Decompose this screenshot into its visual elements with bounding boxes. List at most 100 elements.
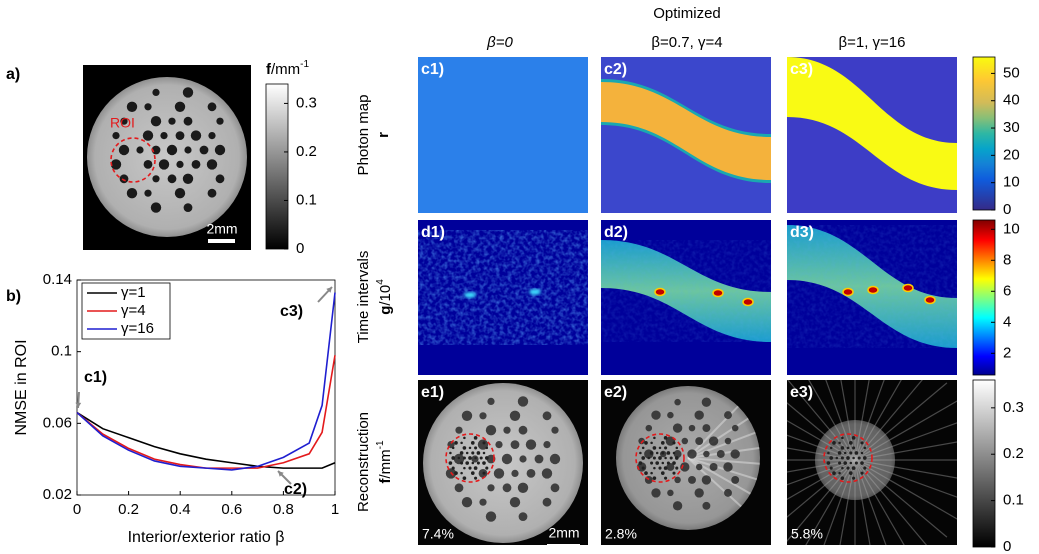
y-axis-label: NMSE in ROI: [13, 339, 30, 435]
phantom-hole: [482, 461, 486, 465]
phantom-hole: [207, 102, 217, 112]
phantom-hole: [639, 451, 642, 455]
phantom-hole: [451, 466, 455, 470]
series-line: [76, 292, 336, 471]
phantom-hole: [688, 424, 696, 432]
phantom-hole: [199, 145, 209, 155]
phantom-hole: [454, 483, 464, 493]
phantom-hole: [509, 410, 521, 421]
legend-label: γ=4: [121, 302, 146, 319]
phantom-hole: [468, 466, 472, 470]
panel-label: e1): [421, 384, 444, 401]
phantom-hole: [708, 436, 719, 446]
legend-label: γ=16: [121, 320, 154, 337]
phantom-hole: [454, 471, 458, 475]
phantom-hole: [672, 471, 676, 475]
phantom-hole: [840, 476, 845, 480]
colorbar-tick-label: 0.3: [1003, 399, 1024, 416]
phantom-hole: [509, 497, 521, 508]
photon-band: [601, 82, 771, 180]
phantom-hole: [454, 441, 458, 445]
x-tick-label: 0.8: [273, 501, 294, 518]
phantom-hole: [669, 456, 673, 460]
phantom-hole: [694, 410, 704, 420]
phantom-hole: [655, 461, 660, 465]
phantom-hole: [849, 461, 853, 465]
phantom-hole: [702, 501, 711, 510]
phantom-hole: [174, 101, 186, 113]
phantom-hole: [660, 441, 665, 445]
phantom-hole: [487, 397, 495, 405]
panel-label: e2): [604, 384, 627, 401]
phantom-hole: [208, 132, 216, 140]
interval-spot: [742, 297, 754, 307]
phantom-hole: [651, 410, 661, 420]
phantom-hole: [487, 484, 495, 492]
phantom-hole: [150, 116, 162, 127]
phantom-hole: [854, 451, 859, 455]
row-quantity: f/mm-1: [375, 440, 394, 484]
phantom-hole: [843, 451, 847, 455]
phantom-hole: [838, 441, 841, 445]
x-tick-label: 0.4: [170, 501, 191, 518]
phantom-hole: [468, 446, 472, 450]
phantom-hole: [503, 426, 511, 434]
annotation: c1): [84, 369, 107, 386]
phantom-hole: [862, 456, 867, 460]
phantom-hole: [829, 456, 834, 460]
colorbar-tick-label: 30: [1003, 119, 1020, 136]
colorbar-tick-label: 0.2: [296, 143, 317, 160]
colorbars: 0 0.1 0.2 0.3 0 10 20 30 40 50 2 4 6 8 10 0 0.1 0.2 0.3: [265, 56, 1024, 554]
phantom-hole: [846, 446, 850, 450]
phantom-hole: [511, 469, 519, 477]
phantom-hole: [462, 476, 467, 480]
phantom-hole: [542, 411, 552, 421]
phantom-hole: [641, 456, 646, 460]
phantom-hole: [470, 471, 475, 475]
interval-noise: [418, 230, 588, 345]
phantom-hole: [175, 131, 185, 141]
phantom-hole: [119, 174, 129, 184]
phantom-hole: [863, 466, 867, 470]
panel-label: c1): [421, 61, 444, 78]
phantom-hole: [641, 446, 645, 450]
phantom-hole: [451, 456, 456, 460]
streak: [687, 457, 758, 481]
roi-circle: [635, 433, 685, 483]
phantom-hole: [840, 456, 844, 460]
phantom-hole: [852, 476, 856, 480]
phantom-hole: [502, 483, 512, 493]
phantom-hole: [716, 450, 725, 458]
colorbar-tick-label: 0: [1003, 201, 1011, 218]
phantom-hole: [482, 471, 486, 475]
phantom-hole: [851, 466, 856, 470]
phantom-hole: [832, 441, 836, 445]
colorbar-tick-label: 0: [296, 240, 304, 257]
phantom-hole: [674, 456, 679, 460]
phantom-hole: [465, 461, 470, 465]
series-line: [76, 411, 336, 469]
arrow-head: [278, 471, 284, 477]
phantom-hole: [460, 461, 464, 465]
interval-spot: [529, 289, 541, 295]
phantom-hole: [473, 436, 478, 440]
nmse-label: 7.4%: [422, 526, 454, 542]
column-header: β=0.7, γ=4: [651, 34, 722, 51]
phantom-hole: [474, 456, 477, 460]
phantom-hole: [543, 441, 551, 449]
roi-circle: [445, 433, 495, 483]
streak: [687, 417, 749, 459]
phantom-hole: [463, 436, 466, 440]
phantom-hole: [731, 475, 740, 484]
phantom-hole: [471, 461, 475, 465]
phantom-hole: [672, 451, 676, 455]
phantom-hole: [476, 451, 481, 455]
y-tick-label: 0.14: [43, 271, 72, 288]
phantom-hole: [448, 461, 453, 465]
row-label: Photon map: [355, 95, 372, 176]
scale-bar-label: 2mm: [548, 525, 579, 541]
phantom-hole: [460, 471, 463, 475]
phantom-hole: [695, 437, 704, 446]
colorbar-tick-label: 40: [1003, 92, 1020, 109]
phantom-hole: [681, 437, 689, 445]
